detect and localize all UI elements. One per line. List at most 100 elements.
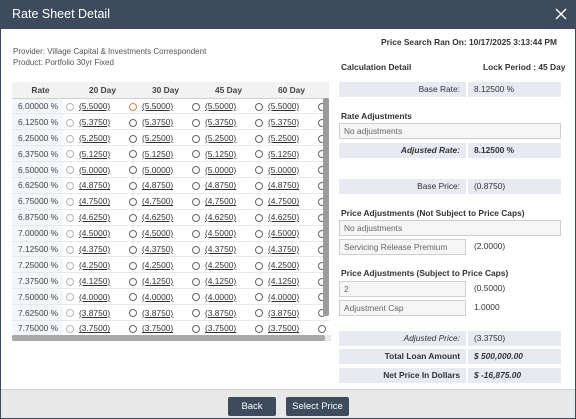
price-radio[interactable] (129, 229, 137, 238)
price-radio[interactable] (129, 309, 137, 318)
price-radio[interactable] (129, 150, 137, 159)
price-radio[interactable] (66, 293, 74, 302)
close-icon[interactable] (553, 6, 569, 22)
vertical-scrollbar[interactable] (323, 98, 329, 316)
price-link[interactable]: (4.0000) (142, 291, 174, 302)
price-radio[interactable] (255, 166, 263, 175)
price-link[interactable]: (3.7500) (142, 323, 174, 334)
price-radio[interactable] (129, 134, 137, 143)
price-radio[interactable] (66, 213, 74, 222)
price-radio[interactable] (129, 166, 137, 175)
price-link[interactable]: (4.2500) (268, 259, 300, 270)
price-radio[interactable] (255, 245, 263, 254)
price-link[interactable]: (4.1250) (79, 275, 111, 286)
price-radio[interactable] (129, 293, 137, 302)
price-radio[interactable] (129, 213, 137, 222)
price-link[interactable]: (5.2500) (142, 132, 174, 143)
price-radio[interactable] (192, 325, 200, 334)
price-link[interactable]: (4.5000) (142, 228, 174, 239)
price-link[interactable]: (4.2500) (79, 259, 111, 270)
price-radio[interactable] (192, 182, 200, 191)
price-link[interactable]: (5.5000) (79, 100, 111, 111)
horizontal-scrollbar[interactable] (12, 335, 325, 341)
price-radio[interactable] (129, 118, 137, 127)
price-radio[interactable] (66, 198, 74, 207)
price-radio[interactable] (66, 118, 74, 127)
price-radio[interactable] (255, 293, 263, 302)
price-link[interactable]: (4.8750) (142, 180, 174, 191)
price-link[interactable]: (4.8750) (79, 180, 111, 191)
price-link[interactable]: (5.5000) (205, 100, 237, 111)
price-link[interactable]: (4.7500) (79, 196, 111, 207)
price-radio[interactable] (66, 182, 74, 191)
price-radio[interactable] (255, 213, 263, 222)
price-link[interactable]: (4.5000) (268, 228, 300, 239)
price-link[interactable]: (5.5000) (268, 100, 300, 111)
price-link[interactable]: (5.0000) (205, 164, 237, 175)
price-link[interactable]: (4.0000) (205, 291, 237, 302)
price-radio[interactable] (255, 198, 263, 207)
price-radio[interactable] (255, 229, 263, 238)
price-radio[interactable] (129, 325, 137, 334)
price-link[interactable]: (3.8750) (79, 307, 111, 318)
price-link[interactable]: (5.1250) (205, 148, 237, 159)
price-link[interactable]: (3.7500) (79, 323, 111, 334)
price-link[interactable]: (5.1250) (268, 148, 300, 159)
back-button[interactable]: Back (228, 397, 276, 416)
price-link[interactable]: (4.3750) (142, 243, 174, 254)
price-radio[interactable] (192, 309, 200, 318)
price-link[interactable]: (4.6250) (79, 212, 111, 223)
price-link[interactable]: (3.8750) (268, 307, 300, 318)
price-radio[interactable] (129, 198, 137, 207)
price-radio[interactable] (66, 325, 74, 334)
price-link[interactable]: (4.5000) (205, 228, 237, 239)
price-link[interactable]: (4.0000) (268, 291, 300, 302)
price-link[interactable]: (5.2500) (268, 132, 300, 143)
price-link[interactable]: (4.8750) (205, 180, 237, 191)
price-link[interactable]: (4.7500) (268, 196, 300, 207)
price-link[interactable]: (4.3750) (268, 243, 300, 254)
price-radio[interactable] (255, 325, 263, 334)
price-radio[interactable] (255, 182, 263, 191)
price-link[interactable]: (3.7500) (268, 323, 300, 334)
price-radio[interactable] (192, 102, 200, 111)
price-link[interactable]: (5.0000) (79, 164, 111, 175)
price-radio[interactable] (192, 134, 200, 143)
price-radio[interactable] (192, 150, 200, 159)
price-link[interactable]: (4.1250) (142, 275, 174, 286)
price-radio[interactable] (66, 229, 74, 238)
price-link[interactable]: (4.6250) (142, 212, 174, 223)
price-radio[interactable] (66, 134, 74, 143)
price-radio[interactable] (66, 166, 74, 175)
price-link[interactable]: (4.2500) (205, 259, 237, 270)
price-link[interactable]: (5.3750) (205, 116, 237, 127)
price-radio[interactable] (192, 213, 200, 222)
price-link[interactable]: (5.2500) (205, 132, 237, 143)
price-link[interactable]: (4.1250) (205, 275, 237, 286)
price-radio[interactable] (255, 261, 263, 270)
price-link[interactable]: (4.6250) (268, 212, 300, 223)
price-radio[interactable] (192, 245, 200, 254)
price-link[interactable]: (5.3750) (268, 116, 300, 127)
price-radio[interactable] (129, 182, 137, 191)
price-radio[interactable] (255, 150, 263, 159)
price-radio[interactable] (129, 102, 137, 111)
price-radio[interactable] (192, 277, 200, 286)
price-link[interactable]: (5.0000) (142, 164, 174, 175)
price-link[interactable]: (5.1250) (142, 148, 174, 159)
price-radio[interactable] (192, 229, 200, 238)
price-link[interactable]: (4.0000) (79, 291, 111, 302)
price-link[interactable]: (4.7500) (142, 196, 174, 207)
price-link[interactable]: (5.3750) (142, 116, 174, 127)
price-link[interactable]: (3.7500) (205, 323, 237, 334)
price-radio[interactable] (66, 150, 74, 159)
price-link[interactable]: (3.8750) (205, 307, 237, 318)
price-radio[interactable] (192, 118, 200, 127)
price-link[interactable]: (5.5000) (142, 100, 174, 111)
price-link[interactable]: (4.7500) (205, 196, 237, 207)
price-link[interactable]: (5.2500) (79, 132, 111, 143)
price-radio[interactable] (66, 261, 74, 270)
price-link[interactable]: (4.6250) (205, 212, 237, 223)
price-radio[interactable] (255, 309, 263, 318)
price-link[interactable]: (5.1250) (79, 148, 111, 159)
